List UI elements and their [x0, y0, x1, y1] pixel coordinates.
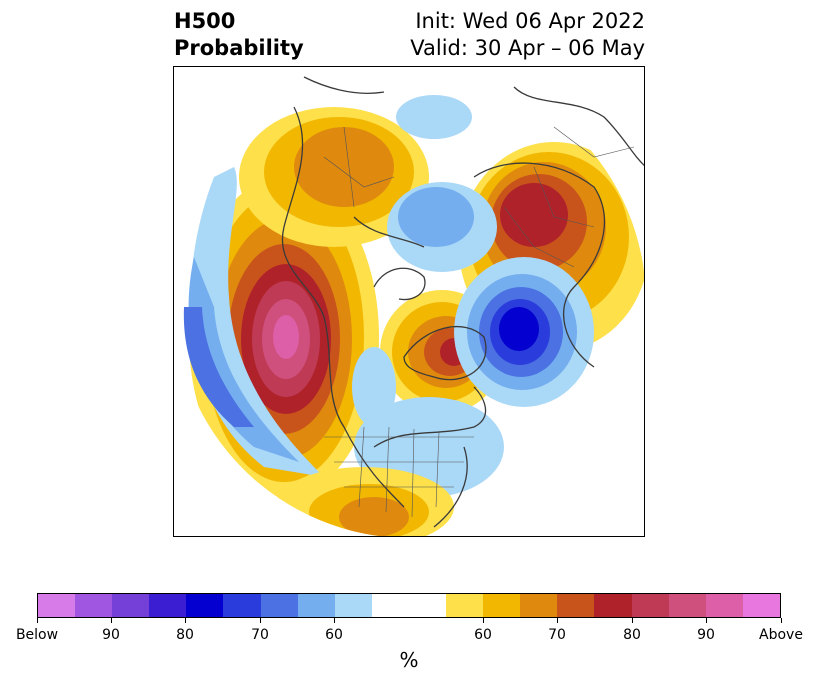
- coastlines: [281, 76, 644, 528]
- colorbar-tick-label: 70: [548, 627, 566, 643]
- colorbar-tick-label: 60: [325, 627, 343, 643]
- colorbar-tick-label: 80: [623, 627, 641, 643]
- colorbar-tick: [110, 618, 112, 623]
- colorbar-label: %: [399, 648, 419, 672]
- colorbar-swatch: [668, 594, 706, 617]
- map-canvas: [183, 76, 644, 536]
- colorbar-swatch: [520, 594, 558, 617]
- colorbar-swatch: [186, 594, 224, 617]
- anomaly-natlantic-negative: [454, 257, 594, 407]
- colorbar-tick: [482, 618, 484, 623]
- colorbar-swatch: [260, 594, 298, 617]
- colorbar-swatch: [705, 594, 743, 617]
- colorbar-tick-label: Below: [15, 627, 59, 643]
- colorbar-swatch: [75, 594, 113, 617]
- colorbar-tick-label: 60: [474, 627, 492, 643]
- colorbar-swatch: [223, 594, 261, 617]
- colorbar-swatch: [631, 594, 669, 617]
- colorbar-tick-label: Above: [759, 627, 803, 643]
- colorbar-swatch: [112, 594, 150, 617]
- colorbar-swatch: [149, 594, 187, 617]
- colorbar: [37, 593, 781, 618]
- colorbar-swatch: [371, 594, 409, 617]
- colorbar-tick: [184, 618, 186, 623]
- colorbar-swatch: [38, 594, 76, 617]
- colorbar-tick-label: 90: [102, 627, 120, 643]
- colorbar-swatch: [297, 594, 335, 617]
- init-date: Init: Wed 06 Apr 2022: [415, 9, 645, 33]
- colorbar-swatch: [483, 594, 521, 617]
- probability-map: [173, 66, 645, 537]
- colorbar-tick: [259, 618, 261, 623]
- anomaly-polar-negative: [387, 95, 497, 272]
- colorbar-swatch: [334, 594, 372, 617]
- colorbar-tick-label: 90: [697, 627, 715, 643]
- title-line-1: H500: [174, 9, 236, 33]
- borders: [323, 126, 635, 518]
- colorbar-swatch: [557, 594, 595, 617]
- map-title: H500 Probability: [174, 8, 304, 62]
- anomaly-pacific-negative: [183, 167, 324, 477]
- colorbar-swatch: [446, 594, 484, 617]
- colorbar-swatch: [594, 594, 632, 617]
- colorbar-tick: [705, 618, 707, 623]
- colorbar-tick: [333, 618, 335, 623]
- map-dates: Init: Wed 06 Apr 2022 Valid: 30 Apr – 06…: [410, 8, 645, 62]
- colorbar-tick: [631, 618, 633, 623]
- colorbar-swatch: [742, 594, 780, 617]
- colorbar-tick-label: 70: [251, 627, 269, 643]
- anomaly-siberia-positive: [239, 107, 429, 247]
- colorbar-tick-label: 80: [176, 627, 194, 643]
- colorbar-tick: [780, 618, 782, 623]
- colorbar-tick: [556, 618, 558, 623]
- colorbar-swatch: [408, 594, 447, 617]
- colorbar-tick: [36, 618, 38, 623]
- valid-range: Valid: 30 Apr – 06 May: [410, 36, 645, 60]
- title-line-2: Probability: [174, 36, 304, 60]
